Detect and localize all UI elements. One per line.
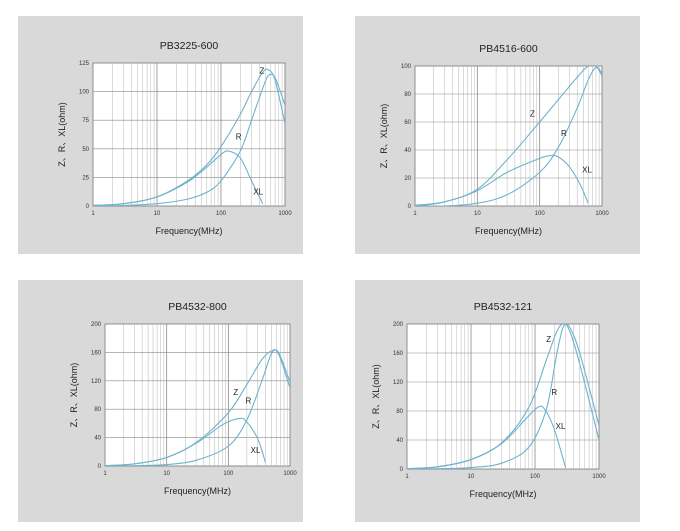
chart-panel-pb4532-121: PB4532-121 0 40 80 120 160 200 1 10 100 1000 Freque… [355, 280, 640, 522]
x-axis-label: Frequency(MHz) [475, 226, 542, 236]
curve-label-z: Z [546, 335, 551, 344]
x-tick-label: 100 [530, 474, 541, 480]
series-line-r [407, 324, 599, 469]
y-tick-label: 0 [98, 464, 102, 470]
x-tick-label: 10 [474, 211, 481, 217]
y-tick-label: 120 [91, 379, 102, 385]
chart-svg: PB4532-121 0 40 80 120 160 200 1 10 100 1000 Freque… [371, 301, 606, 499]
y-tick-label: 0 [86, 204, 90, 210]
series-line-r [93, 73, 285, 206]
plot-area [104, 323, 291, 467]
y-tick-label: 125 [79, 61, 90, 67]
y-tick-label: 160 [91, 350, 102, 356]
y-tick-label: 80 [404, 92, 411, 98]
y-tick-label: 60 [404, 120, 411, 126]
y-axis-label: Z、R、XL(ohm) [371, 364, 381, 429]
chart-panel-pb4516-600: PB4516-600 0 20 40 60 80 100 1 10 100 1000 Frequenc… [355, 16, 640, 254]
x-tick-label: 1000 [592, 474, 606, 480]
series-line-xl [415, 154, 589, 206]
curve-label-r: R [246, 397, 252, 406]
plot-area [406, 323, 600, 470]
x-tick-label: 10 [154, 211, 161, 217]
y-tick-label: 40 [404, 148, 411, 154]
y-tick-label: 40 [396, 438, 403, 444]
series-line-r [105, 348, 290, 466]
chart-title: PB4516-600 [479, 43, 538, 55]
y-tick-label: 120 [393, 380, 404, 386]
curve-label-r: R [236, 133, 242, 142]
curve-label-z: Z [530, 109, 535, 118]
x-tick-label: 1 [103, 471, 107, 477]
y-tick-label: 0 [408, 204, 412, 210]
chart-panel-pb4532-800: PB4532-800 0 40 80 120 160 200 1 10 100 1000 Freque… [18, 280, 303, 522]
curve-label-r: R [551, 388, 557, 397]
x-tick-label: 1000 [278, 211, 292, 217]
chart-svg: PB4532-800 0 40 80 120 160 200 1 10 100 1000 Freque… [69, 301, 297, 496]
y-tick-label: 0 [400, 467, 404, 473]
y-tick-label: 200 [91, 322, 102, 328]
y-tick-label: 25 [82, 175, 89, 181]
chart-title: PB3225-600 [160, 40, 219, 52]
plot-area [414, 65, 603, 207]
x-axis-label: Frequency(MHz) [155, 226, 222, 236]
curve-label-xl: XL [251, 446, 261, 455]
curve-label-z: Z [233, 388, 238, 397]
series-line-xl [105, 417, 266, 466]
y-axis-label: Z、R、XL(ohm) [69, 363, 79, 428]
y-tick-label: 75 [82, 118, 89, 124]
curve-label-xl: XL [253, 188, 263, 197]
chart-svg: PB4516-600 0 20 40 60 80 100 1 10 100 1000 Frequenc… [379, 43, 609, 236]
x-tick-label: 1 [405, 474, 409, 480]
y-tick-label: 100 [401, 64, 412, 70]
x-tick-label: 100 [216, 211, 227, 217]
x-tick-label: 10 [163, 471, 170, 477]
chart-panel-pb3225-600: PB3225-600 0 25 50 75 100 125 1 10 100 1000 Frequen… [18, 16, 303, 254]
y-tick-label: 200 [393, 322, 404, 328]
x-tick-label: 1000 [283, 471, 297, 477]
curve-label-xl: XL [556, 422, 566, 431]
curve-label-z: Z [260, 66, 265, 75]
x-tick-label: 100 [535, 211, 546, 217]
y-tick-label: 80 [396, 409, 403, 415]
y-tick-label: 20 [404, 176, 411, 182]
y-tick-label: 40 [94, 436, 101, 442]
x-tick-label: 10 [468, 474, 475, 480]
y-tick-label: 50 [82, 147, 89, 153]
plot-area [92, 62, 286, 207]
series-line-r [415, 66, 602, 206]
y-axis-label: Z、R、XL(ohm) [57, 102, 67, 167]
y-axis-label: Z、R、XL(ohm) [379, 104, 389, 169]
chart-title: PB4532-121 [474, 301, 533, 313]
series-line-xl [407, 405, 567, 469]
y-tick-label: 160 [393, 351, 404, 357]
curve-label-xl: XL [582, 165, 592, 174]
series-line-xl [93, 150, 264, 206]
chart-title: PB4532-800 [168, 301, 227, 313]
chart-svg: PB3225-600 0 25 50 75 100 125 1 10 100 1000 Frequen… [57, 40, 292, 236]
x-tick-label: 100 [223, 471, 234, 477]
x-tick-label: 1000 [595, 211, 609, 217]
y-tick-label: 80 [94, 407, 101, 413]
x-tick-label: 1 [413, 211, 417, 217]
y-tick-label: 100 [79, 90, 90, 96]
x-tick-label: 1 [91, 211, 95, 217]
x-axis-label: Frequency(MHz) [469, 489, 536, 499]
curve-label-r: R [561, 129, 567, 138]
x-axis-label: Frequency(MHz) [164, 486, 231, 496]
